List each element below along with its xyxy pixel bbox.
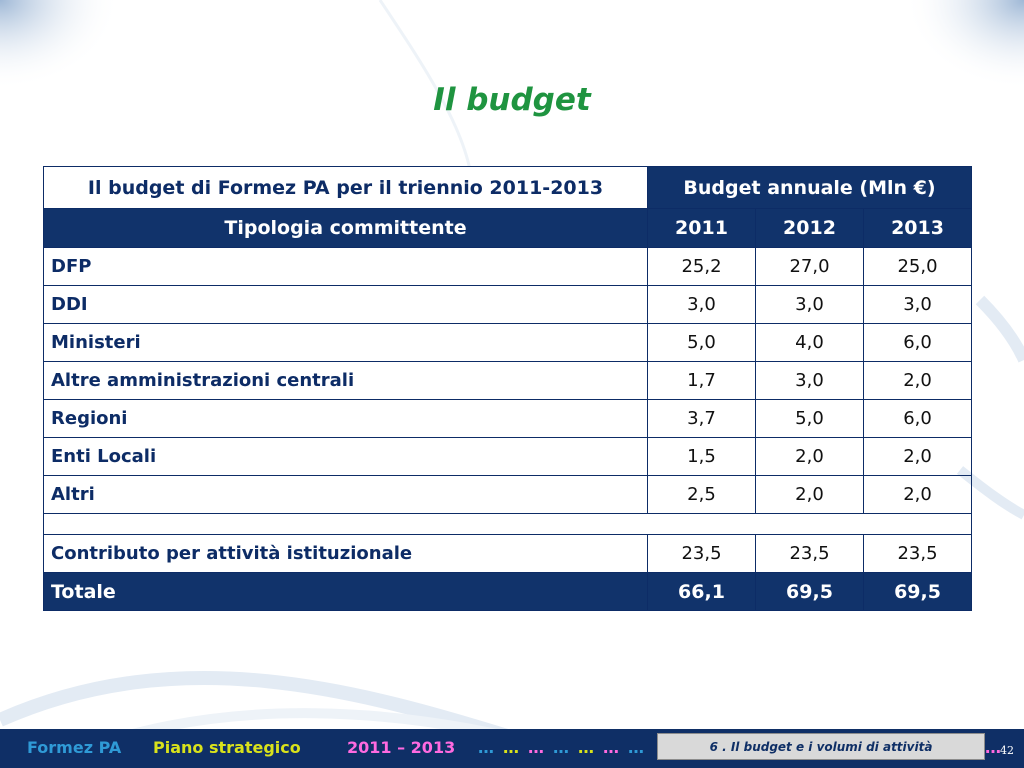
row-value: 5,0: [647, 323, 756, 362]
row-value: 2,0: [862, 437, 973, 476]
row-value: 2,0: [755, 475, 864, 514]
table-header-right: Budget annuale (Mln €): [646, 166, 973, 209]
footer-org: Formez PA: [27, 738, 122, 757]
year-header: 2011: [647, 208, 756, 248]
table-spacer-row: [42, 513, 973, 535]
total-value: 69,5: [862, 572, 973, 611]
row-value: 3,0: [755, 285, 864, 324]
spacer-cell: [42, 513, 973, 535]
footer-dots: …: [985, 738, 1001, 757]
row-value: 1,7: [647, 361, 756, 400]
row-value: 3,7: [647, 399, 756, 438]
table-row: DFP 25,2 27,0 25,0: [43, 247, 973, 286]
row-value: 5,0: [755, 399, 864, 438]
contributo-value: 23,5: [755, 534, 864, 573]
row-value: 4,0: [755, 323, 864, 362]
row-value: 2,5: [647, 475, 756, 514]
footer-dots: …: [603, 738, 619, 757]
row-value: 6,0: [862, 323, 973, 362]
footer-dots: …: [503, 738, 519, 757]
footer-dots: …: [553, 738, 569, 757]
contributo-label: Contributo per attività istituzionale: [43, 534, 648, 573]
year-header: 2012: [755, 208, 864, 248]
total-value: 66,1: [647, 572, 756, 611]
row-label: Regioni: [43, 399, 648, 438]
budget-table: Il budget di Formez PA per il triennio 2…: [42, 166, 973, 611]
contributo-value: 23,5: [647, 534, 756, 573]
table-row: DDI 3,0 3,0 3,0: [43, 285, 973, 324]
table-row: Enti Locali 1,5 2,0 2,0: [43, 437, 973, 476]
footer-dots: …: [528, 738, 544, 757]
row-value: 3,0: [647, 285, 756, 324]
table-row: Regioni 3,7 5,0 6,0: [43, 399, 973, 438]
footer-years: 2011 – 2013: [347, 738, 456, 757]
footer-dots: …: [478, 738, 494, 757]
footer-dots: …: [578, 738, 594, 757]
footer-plan: Piano strategico: [153, 738, 301, 757]
row-value: 3,0: [755, 361, 864, 400]
row-value: 2,0: [862, 475, 973, 514]
table-row: Altri 2,5 2,0 2,0: [43, 475, 973, 514]
row-value: 2,0: [755, 437, 864, 476]
footer-dots: …: [628, 738, 644, 757]
row-label: DDI: [43, 285, 648, 324]
contributo-row: Contributo per attività istituzionale 23…: [43, 534, 973, 573]
row-value: 1,5: [647, 437, 756, 476]
row-value: 2,0: [862, 361, 973, 400]
row-label: Ministeri: [43, 323, 648, 362]
table-header-row: Il budget di Formez PA per il triennio 2…: [43, 166, 973, 209]
row-label: DFP: [43, 247, 648, 286]
total-label: Totale: [43, 572, 648, 611]
year-header: 2013: [862, 208, 973, 248]
row-value: 6,0: [862, 399, 973, 438]
slide-title: Il budget: [433, 82, 591, 118]
total-value: 69,5: [755, 572, 864, 611]
table-row: Altre amministrazioni centrali 1,7 3,0 2…: [43, 361, 973, 400]
row-value: 3,0: [862, 285, 973, 324]
table-subheader-row: Tipologia committente 2011 2012 2013: [43, 208, 973, 248]
table-header-left: Il budget di Formez PA per il triennio 2…: [43, 166, 648, 209]
row-value: 25,0: [862, 247, 973, 286]
row-value: 25,2: [647, 247, 756, 286]
total-row: Totale 66,1 69,5 69,5: [43, 572, 973, 611]
row-label: Enti Locali: [43, 437, 648, 476]
row-label: Altre amministrazioni centrali: [43, 361, 648, 400]
section-label: 6 . Il budget e i volumi di attività: [657, 733, 985, 760]
table-row: Ministeri 5,0 4,0 6,0: [43, 323, 973, 362]
row-value: 27,0: [755, 247, 864, 286]
table-subheader-left: Tipologia committente: [43, 208, 648, 248]
page-number: 42: [1000, 744, 1014, 757]
row-label: Altri: [43, 475, 648, 514]
contributo-value: 23,5: [862, 534, 973, 573]
